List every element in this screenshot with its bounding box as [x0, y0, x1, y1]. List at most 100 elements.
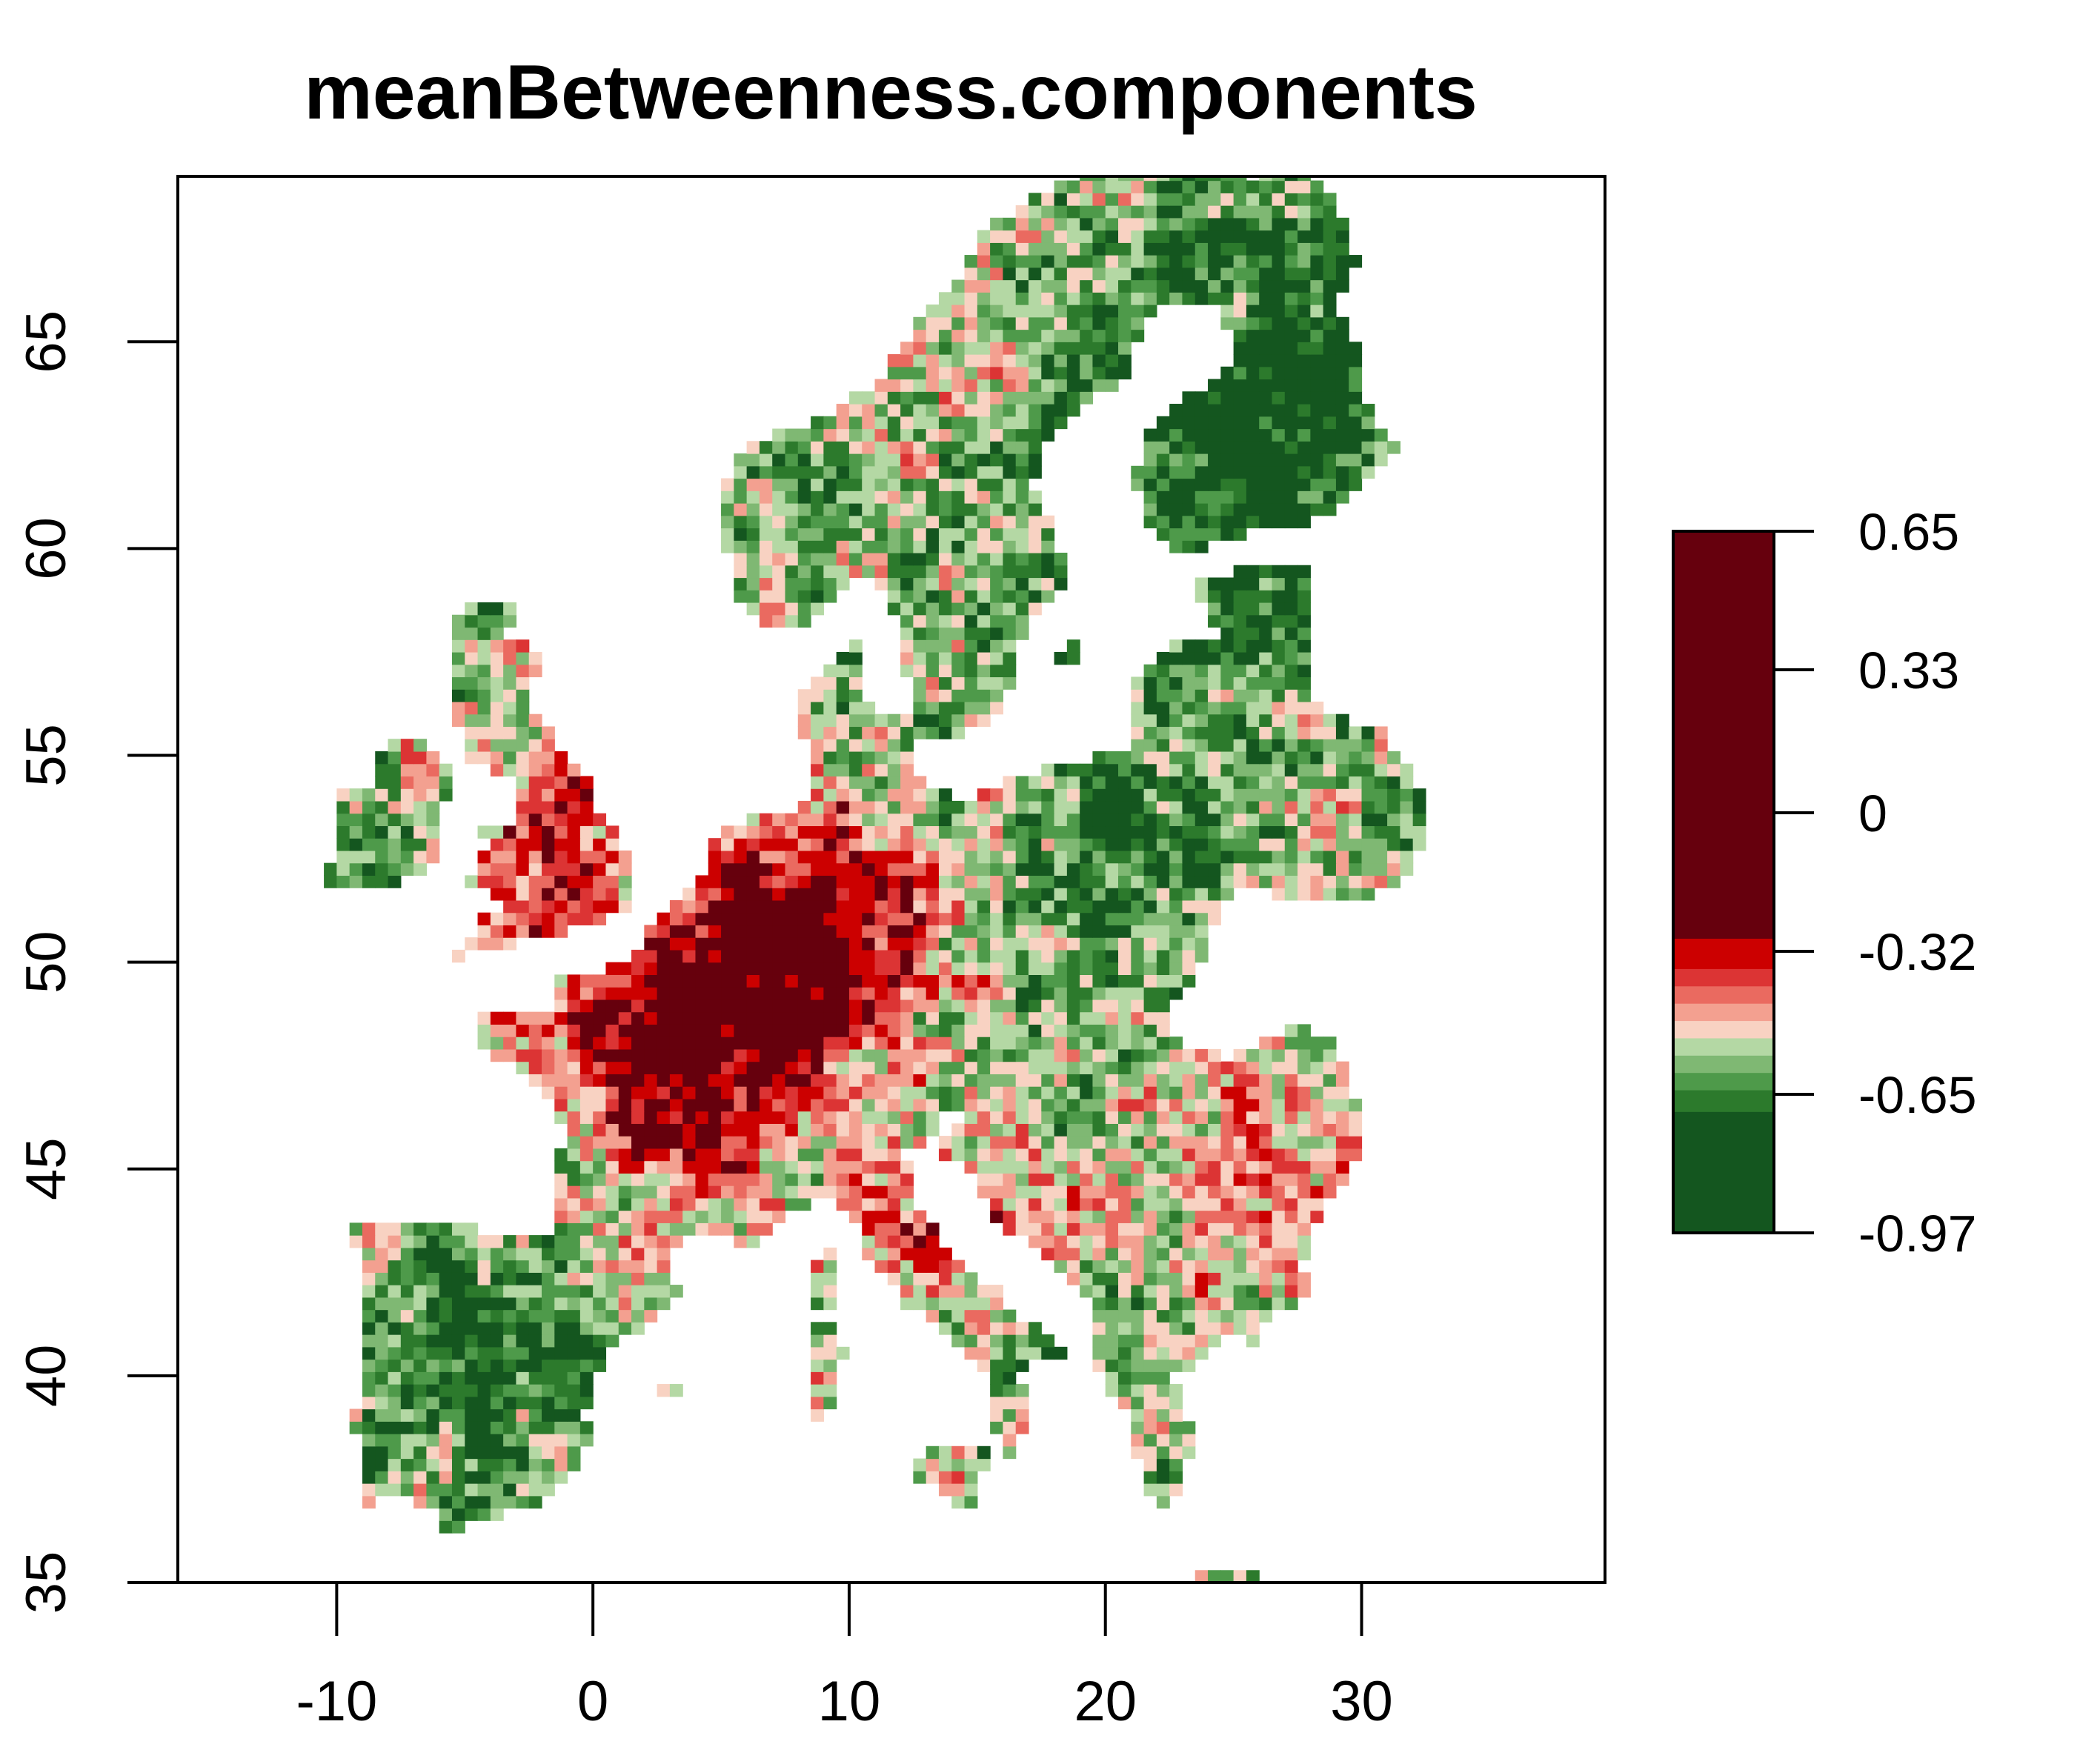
raster-cell [708, 1123, 722, 1137]
raster-cell [811, 515, 824, 529]
raster-cell [1182, 1346, 1196, 1360]
raster-cell [1182, 1334, 1196, 1348]
x-tick-label: 0 [577, 1670, 608, 1733]
raster-cell [977, 1123, 991, 1137]
raster-cell [1092, 1123, 1106, 1137]
raster-cell [1131, 1098, 1145, 1112]
raster-cell [721, 490, 734, 504]
raster-cell [1143, 987, 1157, 1000]
raster-cell [528, 800, 542, 814]
raster-cell [1194, 763, 1209, 777]
raster-cell [1208, 1285, 1221, 1298]
raster-cell [887, 1210, 901, 1223]
raster-cell [926, 1222, 940, 1236]
raster-cell [836, 1160, 850, 1174]
raster-cell [874, 875, 888, 888]
raster-cell [1156, 850, 1170, 864]
raster-cell [362, 1396, 376, 1410]
raster-cell [1335, 465, 1349, 479]
raster-cell [1194, 1322, 1209, 1335]
raster-cell [1169, 478, 1183, 491]
raster-cell [1400, 838, 1414, 851]
raster-cell [669, 1024, 683, 1037]
raster-cell [1131, 279, 1145, 293]
raster-cell [1143, 937, 1157, 951]
raster-cell [1169, 1334, 1183, 1348]
raster-cell [848, 1123, 863, 1137]
raster-cell [1041, 1222, 1055, 1236]
raster-cell [797, 428, 811, 442]
raster-cell [951, 490, 966, 504]
raster-cell [823, 800, 837, 814]
raster-cell [528, 1384, 542, 1397]
raster-cell [1220, 1210, 1235, 1223]
raster-cell [734, 1222, 748, 1236]
raster-cell [1118, 1074, 1132, 1087]
raster-cell [1349, 776, 1363, 789]
raster-cell [1066, 1074, 1080, 1087]
raster-cell [1233, 614, 1247, 628]
raster-cell [567, 1222, 581, 1236]
raster-cell [1015, 428, 1029, 442]
raster-cell [593, 999, 607, 1013]
raster-cell [1028, 987, 1042, 1000]
raster-cell [1105, 267, 1119, 281]
raster-cell [1003, 1086, 1017, 1099]
raster-cell [1131, 788, 1145, 802]
raster-cell [913, 800, 927, 814]
raster-cell [1297, 1136, 1311, 1149]
raster-cell [1284, 726, 1298, 739]
raster-cell [772, 825, 786, 839]
raster-cell [1105, 180, 1119, 193]
raster-cell [362, 1297, 376, 1311]
raster-cell [951, 342, 966, 355]
raster-cell [413, 1483, 428, 1497]
raster-cell [1272, 1037, 1286, 1050]
raster-cell [1143, 788, 1157, 802]
raster-cell [926, 503, 940, 516]
raster-cell [1041, 515, 1055, 529]
raster-cell [1092, 1334, 1106, 1348]
raster-cell [465, 614, 479, 628]
raster-cell [862, 1011, 876, 1025]
raster-cell [734, 949, 748, 963]
raster-cell [1028, 490, 1042, 504]
raster-cell [1284, 478, 1298, 491]
raster-cell [618, 1136, 632, 1149]
raster-cell [618, 987, 632, 1000]
raster-cell [1297, 862, 1311, 876]
raster-cell [990, 1322, 1004, 1335]
raster-cell [1118, 1371, 1132, 1385]
raster-cell [567, 1260, 581, 1273]
raster-cell [772, 850, 786, 864]
raster-cell [938, 713, 952, 728]
raster-cell [836, 1024, 850, 1037]
raster-cell [990, 292, 1004, 305]
raster-cell [554, 999, 568, 1013]
raster-cell [1284, 342, 1298, 355]
raster-cell [823, 987, 837, 1000]
raster-cell [465, 1322, 479, 1335]
raster-cell [926, 391, 940, 405]
raster-cell [657, 937, 671, 951]
raster-cell [477, 925, 491, 938]
raster-cell [1015, 614, 1029, 628]
raster-cell [926, 987, 940, 1000]
raster-cell [836, 739, 850, 752]
raster-cell [836, 751, 850, 765]
raster-cell [708, 1222, 722, 1236]
raster-cell [900, 1197, 914, 1211]
raster-cell [1259, 1173, 1273, 1186]
raster-cell [964, 366, 978, 380]
raster-cell [1323, 788, 1337, 802]
raster-cell [1335, 342, 1349, 355]
raster-cell [567, 1458, 581, 1471]
raster-cell [1003, 1309, 1017, 1323]
raster-cell [1233, 1123, 1247, 1137]
raster-cell [746, 490, 760, 504]
raster-cell [413, 1434, 428, 1447]
raster-cell [874, 565, 888, 579]
raster-cell [388, 1421, 402, 1434]
raster-cell [1041, 838, 1055, 851]
raster-cell [1131, 305, 1145, 318]
